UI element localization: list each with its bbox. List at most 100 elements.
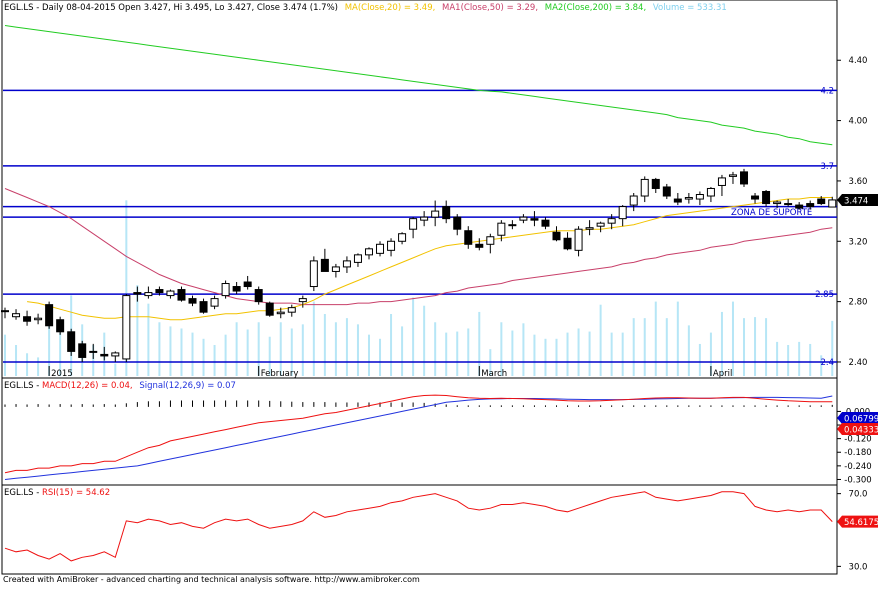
volume-bar — [765, 318, 768, 376]
volume-bar — [610, 332, 613, 376]
volume-bar — [379, 338, 382, 376]
price-title: EGL.LS - Daily 08-04-2015 Open 3.427, Hi… — [4, 3, 338, 13]
candle-body — [728, 174, 737, 177]
candle — [475, 238, 484, 251]
candle — [585, 220, 594, 236]
candle-body — [519, 216, 528, 221]
macd-axis-label: -0.240 — [844, 462, 871, 472]
macd-panel[interactable]: 0.000-0.060-0.120-0.180-0.240-0.3000.067… — [4, 394, 880, 485]
candle — [817, 196, 826, 206]
volume-bar — [48, 314, 51, 376]
candle — [651, 177, 660, 193]
level-label: 4.2 — [820, 86, 834, 96]
last-price-badge: 3.474 — [837, 193, 878, 206]
candle-body — [188, 298, 197, 304]
volume-bar — [390, 314, 393, 376]
rsi-panel[interactable]: 30.0 70.0 54.6175 — [4, 490, 879, 573]
candle-body — [497, 222, 506, 236]
volume-bar — [59, 332, 62, 376]
candle — [177, 286, 186, 302]
date-label: February — [261, 369, 299, 379]
candle-body — [309, 260, 318, 288]
volume-bar — [731, 301, 734, 376]
volume-bar — [566, 332, 569, 376]
candle-body — [453, 216, 462, 230]
candle-body — [552, 231, 561, 241]
level-label: 2.85 — [815, 290, 834, 300]
volume-bar — [478, 311, 481, 376]
volume-bar — [820, 355, 823, 376]
candle — [133, 286, 142, 302]
candle — [23, 310, 32, 326]
ma200-label: MA2(Close,200) = 3.84, — [545, 3, 646, 13]
candle — [276, 307, 285, 319]
volume-bar — [147, 303, 150, 376]
date-label: April — [713, 369, 732, 379]
candle-body — [530, 218, 539, 221]
candle — [287, 304, 296, 317]
volume-bar — [776, 341, 779, 376]
candle — [342, 256, 351, 273]
rsi-value-badge-shape — [837, 515, 878, 528]
candle — [486, 233, 495, 254]
price-axis-label: 3.60 — [849, 177, 868, 187]
candle — [155, 286, 164, 296]
candle — [530, 211, 539, 227]
candle — [45, 301, 54, 329]
price-panel[interactable]: 2.40 2.80 3.20 3.60 4.00 4.40 4.2 3.7 2.85 2.4 ZON… — [1, 25, 879, 380]
volume-bar — [720, 311, 723, 376]
volume-bar — [15, 345, 18, 376]
candle — [78, 340, 87, 362]
ma50-label: MA1(Close,50) = 3.29, — [442, 3, 538, 13]
volume-bar — [246, 329, 249, 376]
candle-body — [563, 237, 572, 250]
candle-body — [387, 240, 396, 251]
candle-body — [442, 206, 451, 220]
ma20-line — [27, 197, 833, 321]
candle — [331, 263, 340, 278]
candle-body — [111, 352, 120, 357]
candle-body — [684, 197, 693, 200]
volume-bar — [687, 325, 690, 376]
candle — [67, 328, 76, 356]
candle — [122, 294, 131, 362]
candle — [431, 200, 440, 227]
candle-body — [409, 218, 418, 230]
candle-body — [398, 233, 407, 242]
volume-bar — [169, 326, 172, 376]
candle-body — [166, 290, 175, 297]
macd-value-badge-text: 0.043339 — [844, 426, 880, 436]
candle-body — [342, 260, 351, 268]
candle-body — [596, 222, 605, 227]
candle — [717, 174, 726, 197]
candle-body — [574, 228, 583, 251]
candle — [728, 171, 737, 184]
candle-body — [100, 353, 109, 357]
candle — [298, 295, 307, 308]
candle-body — [276, 311, 285, 315]
ma200-line — [4, 25, 833, 146]
candle-body — [89, 350, 98, 353]
volume-bar — [698, 343, 701, 376]
candle — [629, 193, 638, 212]
candle-body — [475, 243, 484, 248]
candle-body — [210, 298, 219, 307]
candle — [508, 220, 517, 230]
candle — [199, 298, 208, 314]
signal-label: Signal(12,26,9) = 0.07 — [139, 381, 236, 391]
macd-line — [4, 394, 833, 474]
date-label: March — [481, 369, 507, 379]
volume-bar — [213, 345, 216, 376]
volume-bar — [257, 322, 260, 376]
volume-bar — [356, 324, 359, 376]
candle-body — [585, 227, 594, 230]
candle-body — [706, 187, 715, 197]
volume-bar — [92, 345, 95, 376]
rsi-label: RSI(15) = 54.62 — [42, 488, 110, 498]
volume-bar — [500, 322, 503, 376]
volume-bar — [37, 357, 40, 376]
date-label: 2015 — [51, 369, 73, 379]
candle — [795, 202, 804, 210]
candle — [1, 307, 9, 319]
